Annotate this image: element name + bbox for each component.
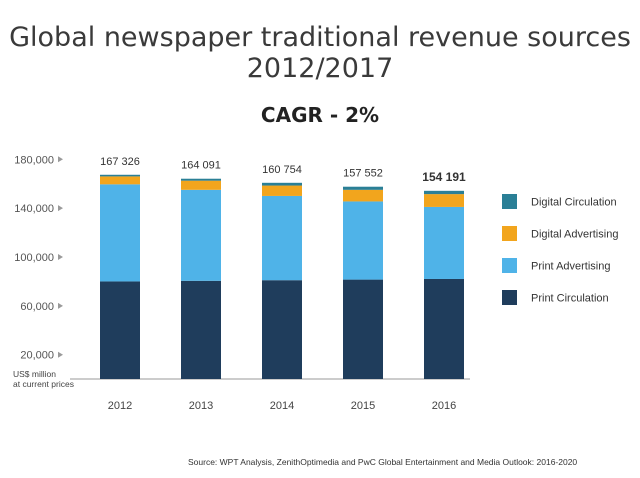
unit-line-2: at current prices — [13, 379, 74, 389]
x-tick-label: 2014 — [270, 400, 294, 412]
bar-segment-print-advertising — [262, 195, 302, 281]
y-tick-marker — [58, 254, 63, 260]
bar-segment-digital-advertising — [262, 185, 302, 196]
bar-total-label: 167 326 — [100, 156, 140, 168]
bar-segment-print-circulation — [262, 280, 302, 379]
bar-segment-digital-advertising — [424, 194, 464, 207]
legend-label: Print Advertising — [531, 261, 610, 273]
bar-segment-digital-circulation — [343, 186, 383, 190]
legend-label: Digital Circulation — [531, 197, 617, 209]
y-tick-label: 100,000 — [14, 252, 54, 264]
chart-title-line-2: 2012/2017 — [246, 53, 394, 84]
bar-segment-digital-circulation — [262, 182, 302, 186]
x-tick-label: 2016 — [432, 400, 456, 412]
bar-total-label: 154 191 — [422, 170, 466, 184]
y-tick-marker — [58, 156, 63, 163]
bar-segment-print-circulation — [424, 278, 464, 379]
bar-segment-digital-advertising — [100, 176, 140, 185]
y-tick-marker — [58, 205, 63, 212]
bar-segment-print-circulation — [100, 281, 140, 379]
bar-total-label: 157 552 — [343, 168, 383, 180]
bar-segment-print-advertising — [343, 201, 383, 280]
bar-total-label: 160 754 — [262, 164, 302, 176]
chart-title: Global newspaper traditional revenue sou… — [0, 22, 640, 84]
bar-segment-print-advertising — [181, 189, 221, 281]
y-tick-marker — [58, 351, 63, 358]
y-tick-label: 180,000 — [14, 154, 54, 166]
bar-segment-print-advertising — [424, 206, 464, 279]
bar-segment-digital-circulation — [424, 190, 464, 195]
y-axis-unit-note: US$ million at current prices — [13, 369, 74, 389]
legend-swatch — [502, 226, 517, 241]
bar-segment-digital-advertising — [343, 189, 383, 202]
y-tick-label: 140,000 — [14, 203, 54, 215]
y-tick-label: 60,000 — [20, 301, 54, 313]
x-tick-label: 2013 — [189, 400, 213, 412]
chart-title-line-1: Global newspaper traditional revenue sou… — [9, 22, 631, 53]
bar-total-label: 164 091 — [181, 160, 221, 172]
bar-segment-print-circulation — [343, 279, 383, 379]
legend-swatch — [502, 290, 517, 305]
legend-swatch — [502, 194, 517, 209]
legend-swatch — [502, 258, 517, 273]
chart-subtitle: CAGR - 2% — [260, 103, 380, 127]
y-tick-marker — [58, 302, 63, 309]
legend-label: Print Circulation — [531, 293, 609, 305]
bar-segment-print-advertising — [100, 184, 140, 282]
unit-line-1: US$ million — [13, 369, 56, 379]
legend-label: Digital Advertising — [531, 229, 618, 241]
x-tick-label: 2015 — [351, 400, 375, 412]
x-tick-label: 2012 — [108, 400, 132, 412]
y-tick-label: 20,000 — [20, 350, 54, 362]
bar-segment-print-circulation — [181, 280, 221, 379]
bar-segment-digital-advertising — [181, 180, 221, 190]
bar-segment-digital-circulation — [181, 178, 221, 181]
source-note: Source: WPT Analysis, ZenithOptimedia an… — [188, 457, 578, 467]
bar-segment-digital-circulation — [100, 174, 140, 177]
